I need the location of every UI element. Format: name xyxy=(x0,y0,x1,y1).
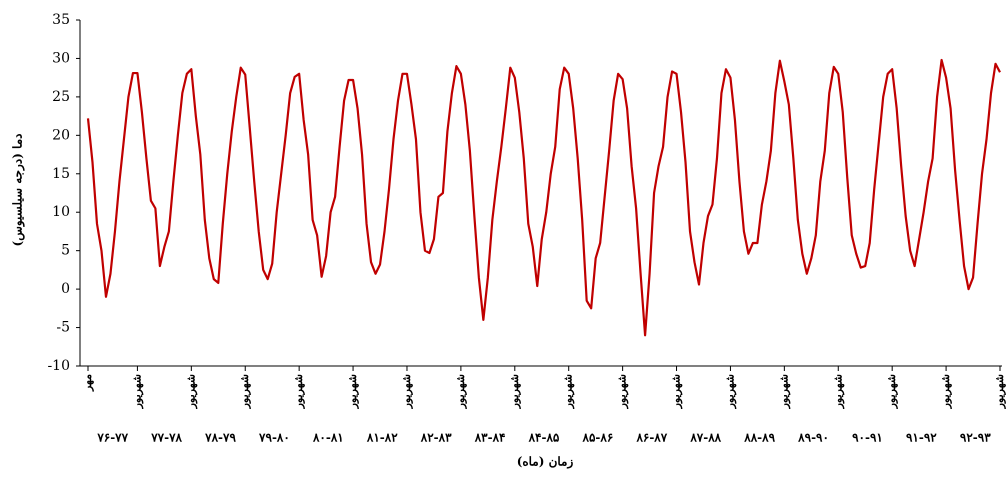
year-label: ۸۹-۹۰ xyxy=(797,431,829,445)
y-tick-label: 30 xyxy=(52,50,70,66)
y-tick-label: 0 xyxy=(61,281,70,297)
year-label: ۸۵-۸۶ xyxy=(582,431,614,445)
x-tick-label: شهریور xyxy=(130,374,143,409)
y-tick-label: 5 xyxy=(61,243,70,259)
x-tick-label: شهریور xyxy=(670,374,683,409)
year-label: ۸۳-۸۴ xyxy=(474,431,506,445)
y-tick-label: 20 xyxy=(52,127,70,143)
x-tick-label: شهریور xyxy=(616,374,629,409)
x-tick-label: مهر xyxy=(81,374,94,392)
y-tick-label: 10 xyxy=(52,204,70,220)
data-line xyxy=(86,58,1001,337)
x-tick-label: شهریور xyxy=(454,374,467,409)
x-tick-label: شهریور xyxy=(831,374,844,409)
y-tick-label: 15 xyxy=(52,166,70,182)
year-label: ۸۴-۸۵ xyxy=(528,431,560,445)
year-label: ۸۲-۸۳ xyxy=(420,431,452,445)
year-label: ۹۲-۹۳ xyxy=(960,431,991,445)
x-tick-label: شهریور xyxy=(238,374,251,409)
year-label: ۷۷-۷۸ xyxy=(150,431,182,445)
x-tick-label: شهریور xyxy=(939,374,952,409)
y-tick-label: 35 xyxy=(52,12,70,28)
x-tick-label: شهریور xyxy=(723,374,736,409)
year-label: ۸۱-۸۲ xyxy=(366,431,398,445)
year-label: ۸۷-۸۸ xyxy=(689,431,721,445)
x-tick-label: شهریور xyxy=(777,374,790,409)
x-tick-label: شهریور xyxy=(993,374,1006,409)
x-tick-label: شهریور xyxy=(346,374,359,409)
y-tick-label: 25 xyxy=(52,89,70,105)
x-tick-label: شهریور xyxy=(400,374,413,409)
x-tick-label: شهریور xyxy=(508,374,521,409)
year-label: ۷۹-۸۰ xyxy=(258,431,290,445)
x-tick-label: شهریور xyxy=(562,374,575,409)
year-label: ۷۸-۷۹ xyxy=(204,431,236,445)
y-tick-label: -10 xyxy=(47,358,70,374)
year-label: ۷۶-۷۷ xyxy=(96,431,128,445)
year-label: ۸۸-۸۹ xyxy=(743,431,775,445)
x-tick-label: شهریور xyxy=(292,374,305,409)
y-axis-title: دما (درجه سیلسیوس) xyxy=(11,134,26,247)
x-tick-label: شهریور xyxy=(184,374,197,409)
x-tick-label: شهریور xyxy=(885,374,898,409)
year-label: ۸۰-۸۱ xyxy=(312,431,344,445)
year-label: ۸۶-۸۷ xyxy=(635,431,667,445)
x-axis-title: زمان (ماه) xyxy=(517,455,574,470)
year-label: ۹۰-۹۱ xyxy=(852,431,883,445)
y-tick-label: -5 xyxy=(56,320,70,336)
year-label: ۹۱-۹۲ xyxy=(906,431,937,445)
